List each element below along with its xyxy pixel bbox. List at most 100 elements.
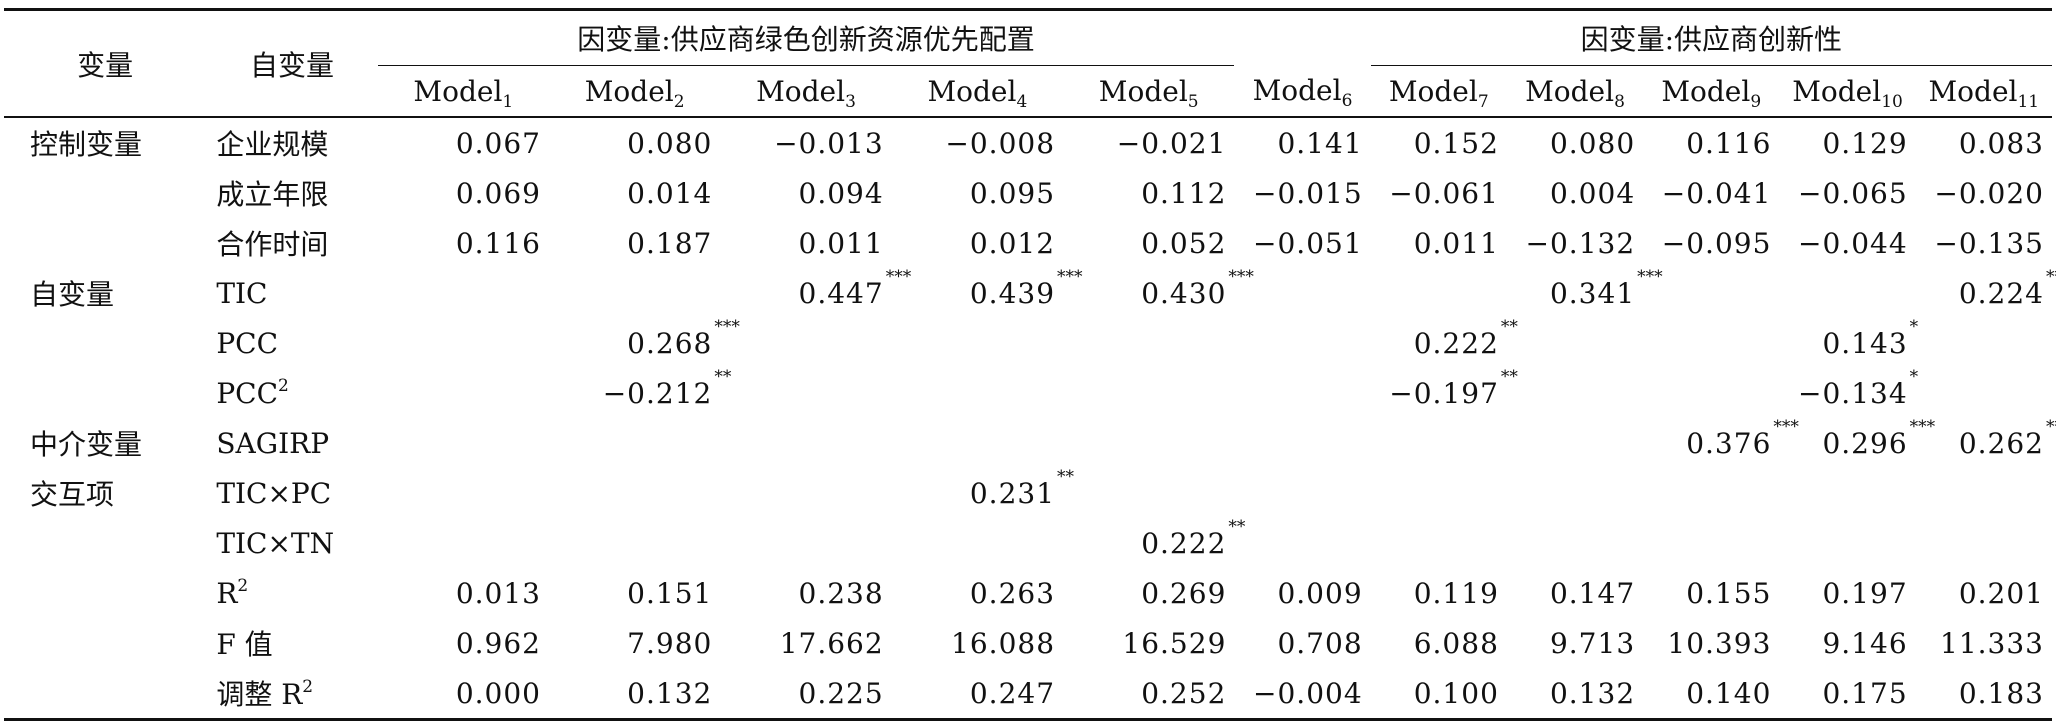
coefficient-value: 0.140 xyxy=(1686,676,1772,710)
cell-model-4: 0.247 xyxy=(892,668,1063,720)
cell-model-6 xyxy=(1234,468,1370,518)
cell-model-6: 0.141 xyxy=(1234,117,1370,168)
cell-model-8: 0.132 xyxy=(1507,668,1643,720)
coefficient-value: 0.132 xyxy=(1549,676,1636,710)
row-category: 控制变量 xyxy=(30,128,143,161)
cell-model-6 xyxy=(1234,368,1370,418)
cell-model-5: −0.021 xyxy=(1063,117,1234,168)
coefficient-value: 0.141 xyxy=(1277,126,1363,160)
variable-superscript: 2 xyxy=(237,575,249,596)
coefficient-value: 0.962 xyxy=(455,626,541,660)
cell-model-7: 0.152 xyxy=(1371,117,1507,168)
significance-stars: ** xyxy=(1500,316,1518,337)
row-variable: TIC×PC xyxy=(206,468,377,518)
cell-model-8 xyxy=(1507,368,1643,418)
cell-model-9 xyxy=(1643,318,1779,368)
coefficient-value: 0.052 xyxy=(1141,226,1227,260)
cell-model-9 xyxy=(1643,518,1779,568)
cell-model-8: 9.713 xyxy=(1507,618,1643,668)
cell-model-2: −0.212 ** xyxy=(549,367,732,418)
variable-name: TIC×TN xyxy=(216,526,335,560)
variable-name: F 值 xyxy=(216,628,273,661)
header-model-4: Model4 xyxy=(891,65,1064,118)
header-model-9: Model9 xyxy=(1643,65,1780,118)
row-category: 中介变量 xyxy=(30,428,143,461)
header-group-innovativeness: 因变量:供应商创新性 xyxy=(1370,8,2052,66)
cell-model-5: 0.430 *** xyxy=(1063,267,1254,318)
cell-model-6: −0.015 xyxy=(1234,168,1370,218)
cell-model-11: 0.224*** xyxy=(1916,267,2056,318)
coefficient-value: 0.152 xyxy=(1413,126,1499,160)
coefficient-value: 16.088 xyxy=(951,626,1056,660)
coefficient-value: 0.094 xyxy=(798,176,884,210)
cell-model-3: 0.225 xyxy=(720,668,891,720)
header-row-groups: 变量 自变量 因变量:供应商绿色创新资源优先配置 因变量:供应商创新性 xyxy=(4,8,2052,118)
table-row: 成立年限 0.069 0.014 0.094 0.095 0.112 −0.015 −0.06… xyxy=(4,168,2052,218)
row-variable: PCC xyxy=(206,318,377,368)
cell-model-1: 0.962 xyxy=(378,618,549,668)
cell-model-7: 6.088 xyxy=(1371,618,1507,668)
cell-model-10: 0.129 xyxy=(1779,117,1915,168)
coefficient-value: 0.225 xyxy=(798,676,884,710)
coefficient-value: 0.129 xyxy=(1822,126,1908,160)
cell-model-10: 0.197 xyxy=(1779,568,1915,618)
coefficient-value: −0.132 xyxy=(1525,226,1636,260)
row-variable: SAGIRP xyxy=(206,418,377,468)
header-group-allocation: 因变量:供应商绿色创新资源优先配置 xyxy=(377,8,1235,66)
significance-stars: *** xyxy=(1773,416,1799,437)
row-variable: PCC2 xyxy=(206,368,377,418)
cell-model-9 xyxy=(1643,468,1779,518)
row-variable: TIC×TN xyxy=(206,518,377,568)
cell-model-8: 0.080 xyxy=(1507,117,1643,168)
model-subscript: 9 xyxy=(1750,91,1762,112)
cell-model-5 xyxy=(1063,318,1234,368)
model-subscript: 8 xyxy=(1614,91,1625,112)
cell-model-3: 0.238 xyxy=(720,568,891,618)
coefficient-value: 0.116 xyxy=(1686,126,1772,160)
cell-model-5: 0.269 xyxy=(1063,568,1234,618)
coefficient-value: −0.044 xyxy=(1798,226,1908,260)
coefficient-value: 10.393 xyxy=(1667,626,1772,660)
coefficient-value: 0.011 xyxy=(798,226,884,260)
cell-model-8 xyxy=(1507,468,1643,518)
cell-model-1 xyxy=(378,418,549,468)
cell-model-5 xyxy=(1063,368,1234,418)
cell-model-10 xyxy=(1779,518,1915,568)
table-row: 合作时间 0.116 0.187 0.011 0.012 0.052 −0.051 0.011… xyxy=(4,218,2052,268)
significance-stars: ** xyxy=(1057,466,1075,487)
cell-model-10: 0.143 * xyxy=(1779,317,1918,368)
significance-stars: *** xyxy=(2046,266,2056,287)
cell-model-1: 0.067 xyxy=(378,117,549,168)
cell-model-7: 0.100 xyxy=(1371,668,1507,720)
coefficient-value: 0.080 xyxy=(627,126,713,160)
model-label: Model xyxy=(1098,74,1188,108)
cell-model-10: 0.175 xyxy=(1779,668,1915,720)
cell-model-2 xyxy=(549,518,720,568)
cell-model-4: 0.439 *** xyxy=(892,267,1083,318)
significance-stars: *** xyxy=(1909,416,1936,437)
table-row: 交互项 TIC×PC 0.231 ** xyxy=(4,466,2052,518)
model-label: Model xyxy=(1661,74,1751,108)
cell-model-3: −0.013 xyxy=(720,117,891,168)
cell-model-7 xyxy=(1371,518,1507,568)
coefficient-value: 0.269 xyxy=(1141,576,1227,610)
cell-model-4 xyxy=(892,518,1063,568)
row-variable: 调整 R2 xyxy=(206,668,377,720)
cell-model-8 xyxy=(1507,518,1643,568)
header-model-1: Model1 xyxy=(377,65,549,118)
cell-model-11: 11.333 xyxy=(1916,618,2052,668)
header-model-10: Model10 xyxy=(1779,65,1916,118)
significance-stars: *** xyxy=(1057,266,1083,287)
significance-stars: ** xyxy=(1228,516,1246,537)
coefficient-value: 0.069 xyxy=(455,176,541,210)
cell-model-3 xyxy=(720,468,891,518)
cell-model-8 xyxy=(1507,318,1643,368)
coefficient-value: 0.439 xyxy=(969,276,1056,310)
coefficient-value: −0.134 xyxy=(1798,376,1908,410)
cell-model-7 xyxy=(1371,468,1507,518)
header-row-models: Model1 Model2 Model3 Model4 Model5 Model6 Mode… xyxy=(4,65,2052,118)
cell-model-10: 0.296 *** xyxy=(1779,417,1935,468)
row-category xyxy=(4,618,206,668)
model-subscript: 7 xyxy=(1477,91,1489,112)
